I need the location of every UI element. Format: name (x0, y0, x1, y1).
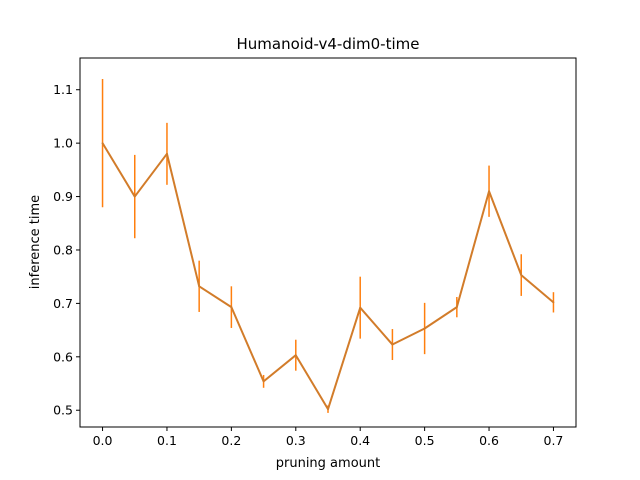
data-point (423, 327, 426, 330)
y-tick-label: 1.0 (53, 136, 73, 151)
data-point (230, 306, 233, 309)
data-point (198, 285, 201, 288)
data-point (262, 380, 265, 383)
x-tick-label: 0.3 (286, 433, 306, 448)
x-tick-label: 0.0 (93, 433, 113, 448)
plot-area (101, 79, 555, 413)
data-point (327, 408, 329, 411)
data-point (166, 152, 168, 155)
data-point (520, 274, 523, 276)
data-point (359, 306, 362, 309)
y-tick-label: 0.9 (53, 189, 73, 204)
axes: 0.0 0.1 0.2 0.3 0.4 0.5 0.6 0.7 0.5 0.6 0.7 0.8 0.9 1… (53, 57, 577, 448)
data-point (391, 343, 394, 346)
data-point (294, 354, 297, 357)
data-point (101, 142, 104, 145)
axes-frame (79, 57, 577, 428)
x-tick-label: 0.2 (221, 433, 241, 448)
x-tick-label: 0.6 (479, 433, 499, 448)
y-tick-label: 0.6 (53, 349, 73, 364)
x-axis-label: pruning amount (276, 456, 380, 471)
chart-title: Humanoid-v4-dim0-time (237, 35, 420, 53)
data-point (552, 301, 555, 304)
x-tick-label: 0.4 (350, 433, 370, 448)
data-point (488, 190, 490, 193)
data-point (133, 195, 136, 198)
y-tick-label: 0.5 (53, 403, 73, 418)
y-axis-label: inference time (28, 195, 43, 289)
y-tick-label: 0.7 (53, 296, 73, 311)
y-tick-label: 0.8 (53, 242, 73, 257)
x-tick-label: 0.7 (544, 433, 564, 448)
x-tick-label: 0.1 (157, 433, 177, 448)
data-point (455, 306, 458, 309)
x-tick-label: 0.5 (415, 433, 435, 448)
y-tick-label: 1.1 (53, 82, 73, 97)
